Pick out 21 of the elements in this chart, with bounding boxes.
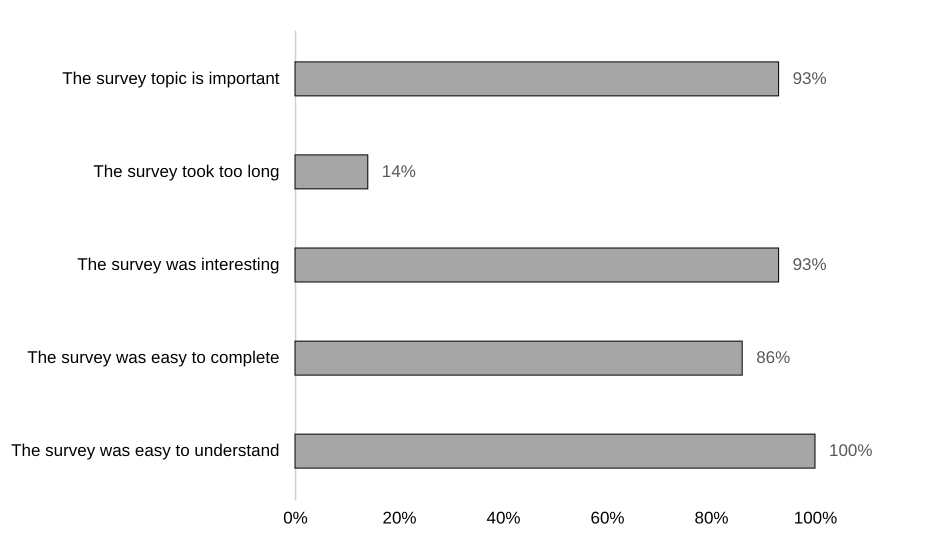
bar — [294, 248, 780, 282]
y-tick-label: The survey was interesting — [77, 255, 280, 274]
y-tick-label: The survey was easy to understand — [11, 441, 280, 460]
data-label: 100% — [829, 441, 872, 460]
data-label: 93% — [792, 68, 827, 88]
y-tick-label: The survey topic is important — [62, 68, 280, 88]
x-tick-label: 100% — [794, 508, 838, 528]
x-tick-label: 0% — [283, 508, 308, 528]
y-tick-label: The survey took too long — [93, 162, 280, 181]
bar — [294, 61, 780, 96]
data-label: 86% — [756, 348, 790, 368]
x-tick-label: 40% — [486, 508, 521, 528]
x-tick-label: 20% — [382, 508, 417, 528]
y-tick-label: The survey was easy to complete — [27, 348, 280, 368]
x-tick-label: 80% — [694, 508, 729, 528]
bar — [294, 340, 743, 376]
x-tick-label: 60% — [590, 508, 625, 528]
data-label: 93% — [792, 255, 827, 274]
bar — [294, 434, 816, 469]
bar — [294, 154, 368, 190]
data-label: 14% — [382, 162, 416, 181]
